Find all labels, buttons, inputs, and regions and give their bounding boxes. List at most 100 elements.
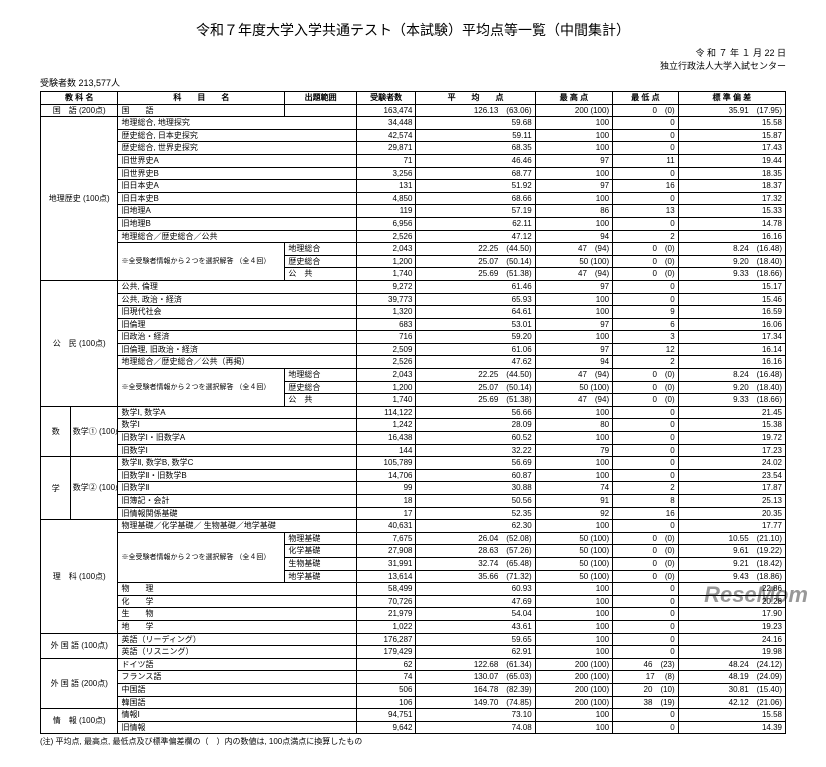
cell: 21.45 xyxy=(678,406,785,419)
cell: 100 xyxy=(535,142,612,155)
cell: 131 xyxy=(356,180,416,193)
cell: 0 (0) xyxy=(613,104,679,117)
cell: 25.69 (51.38) xyxy=(416,394,535,407)
cell: 公 共 xyxy=(285,268,357,281)
cell: 19.72 xyxy=(678,432,785,445)
table-row: 旧倫理, 旧政治・経済2,50961.06971216.14 xyxy=(41,343,786,356)
cell: 18.35 xyxy=(678,167,785,180)
cell: 0 xyxy=(613,469,679,482)
table-row: 旧数学Ⅱ9930.8874217.87 xyxy=(41,482,786,495)
cell: 旧地理B xyxy=(118,217,356,230)
cell: 17.43 xyxy=(678,142,785,155)
h-max: 最 高 点 xyxy=(535,92,612,105)
cell: 15.38 xyxy=(678,419,785,432)
cell: 0 (0) xyxy=(613,255,679,268)
cell: 164.78 (82.39) xyxy=(416,683,535,696)
h-min: 最 低 点 xyxy=(613,92,679,105)
cell: ドイツ語 xyxy=(118,658,356,671)
cell: 0 xyxy=(613,280,679,293)
h-count: 受験者数 xyxy=(356,92,416,105)
cell: 0 xyxy=(613,129,679,142)
cell: 1,200 xyxy=(356,255,416,268)
table-row: 中国語506164.78 (82.39)200 (100)20 (10)30.8… xyxy=(41,683,786,696)
cell: 9,272 xyxy=(356,280,416,293)
cell: 0 (0) xyxy=(613,243,679,256)
cell: 56.69 xyxy=(416,457,535,470)
cell: 71 xyxy=(356,154,416,167)
cell: 179,429 xyxy=(356,646,416,659)
cell: 公共, 政治・経済 xyxy=(118,293,356,306)
cell: 0 xyxy=(613,167,679,180)
cell: 数 xyxy=(41,406,71,456)
table-row: 化 学70,72647.69100020.28 xyxy=(41,595,786,608)
table-row: 地 学1,02243.61100019.23 xyxy=(41,620,786,633)
cell: 中国語 xyxy=(118,683,356,696)
cell: 30.81 (15.40) xyxy=(678,683,785,696)
cell: 理 科 (100点) xyxy=(41,520,118,633)
cell: 30.88 xyxy=(416,482,535,495)
score-table: 教 科 名 科 目 名 出題範囲 受験者数 平 均 点 最 高 点 最 低 点 … xyxy=(40,91,786,734)
cell: 70,726 xyxy=(356,595,416,608)
cell: 114,122 xyxy=(356,406,416,419)
cell: 100 xyxy=(535,167,612,180)
cell: 2 xyxy=(613,356,679,369)
cell: 英語（リーディング） xyxy=(118,633,356,646)
cell: 旧日本史A xyxy=(118,180,356,193)
cell: 100 xyxy=(535,129,612,142)
cell: 51.92 xyxy=(416,180,535,193)
table-row: 旧地理B6,95662.11100014.78 xyxy=(41,217,786,230)
cell: 97 xyxy=(535,154,612,167)
cell: フランス語 xyxy=(118,671,356,684)
cell: 9 xyxy=(613,306,679,319)
cell: 68.77 xyxy=(416,167,535,180)
cell: 79 xyxy=(535,444,612,457)
table-row: 旧地理A11957.19861315.33 xyxy=(41,205,786,218)
cell: 2,043 xyxy=(356,243,416,256)
table-row: 旧政治・経済71659.20100317.34 xyxy=(41,331,786,344)
cell: 50 (100) xyxy=(535,570,612,583)
cell: 15.33 xyxy=(678,205,785,218)
cell: 物 理 xyxy=(118,583,356,596)
h-subject: 科 目 名 xyxy=(118,92,285,105)
cell: 韓国語 xyxy=(118,696,356,709)
table-row: 旧世界史A7146.46971119.44 xyxy=(41,154,786,167)
cell: 50.56 xyxy=(416,495,535,508)
page-title: 令和７年度大学入学共通テスト（本試験）平均点等一覧（中間集計） xyxy=(40,20,786,40)
cell: 100 xyxy=(535,721,612,734)
cell: 200 (100) xyxy=(535,683,612,696)
cell: 0 xyxy=(613,646,679,659)
cell: 旧情報 xyxy=(118,721,356,734)
cell: 25.69 (51.38) xyxy=(416,268,535,281)
cell: 歴史総合, 日本史探究 xyxy=(118,129,356,142)
watermark: ReseMom xyxy=(704,582,808,608)
cell: 19.23 xyxy=(678,620,785,633)
cell: 0 (0) xyxy=(613,570,679,583)
cell: 旧倫理, 旧政治・経済 xyxy=(118,343,356,356)
cell: 10.55 (21.10) xyxy=(678,532,785,545)
table-row: フランス語74130.07 (65.03)200 (100)17 (8)48.1… xyxy=(41,671,786,684)
cell: 旧政治・経済 xyxy=(118,331,356,344)
cell: 149.70 (74.85) xyxy=(416,696,535,709)
cell: 旧数学Ⅰ xyxy=(118,444,356,457)
cell: 29,871 xyxy=(356,142,416,155)
cell: 16,438 xyxy=(356,432,416,445)
cell: 176,287 xyxy=(356,633,416,646)
cell: 9.20 (18.40) xyxy=(678,255,785,268)
cell: 公共, 倫理 xyxy=(118,280,356,293)
cell: 22.25 (44.50) xyxy=(416,369,535,382)
cell: 97 xyxy=(535,280,612,293)
cell: 100 xyxy=(535,117,612,130)
cell: 38 (19) xyxy=(613,696,679,709)
cell: 0 (0) xyxy=(613,268,679,281)
table-row: 地理総合／歴史総合／公共2,52647.1294216.16 xyxy=(41,230,786,243)
table-row: 外 国 語 (200点)ドイツ語62122.68 (61.34)200 (100… xyxy=(41,658,786,671)
cell: 32.22 xyxy=(416,444,535,457)
cell: 47 (94) xyxy=(535,243,612,256)
cell: 26.04 (52.08) xyxy=(416,532,535,545)
cell: 9.33 (18.66) xyxy=(678,268,785,281)
cell: 25.07 (50.14) xyxy=(416,381,535,394)
cell: 生 物 xyxy=(118,608,356,621)
table-row: 旧簿記・会計1850.5691825.13 xyxy=(41,495,786,508)
cell: 74.08 xyxy=(416,721,535,734)
cell: 50 (100) xyxy=(535,532,612,545)
